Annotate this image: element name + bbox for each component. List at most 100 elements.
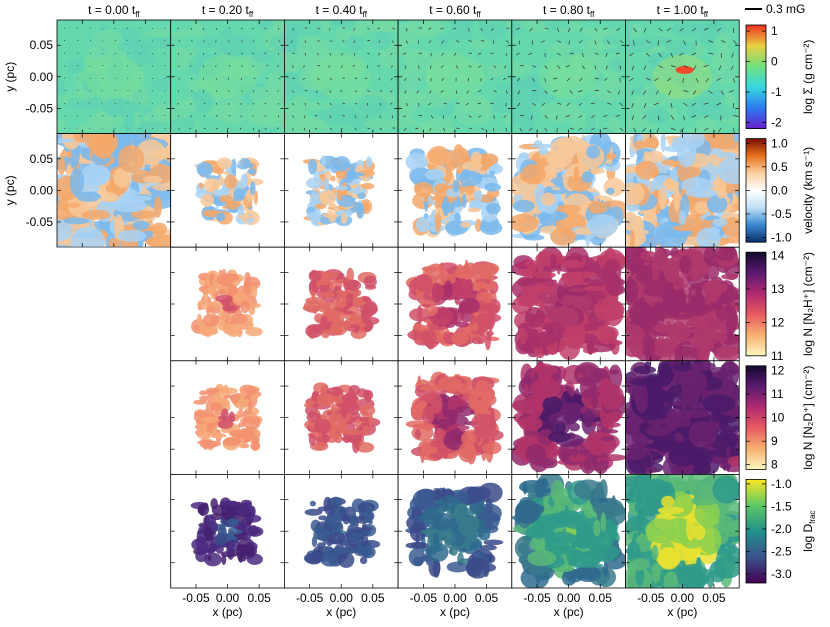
colorbar-tick-label: 1.0 <box>771 136 788 150</box>
column-title-sub: ff <box>704 10 709 19</box>
structure <box>637 507 642 536</box>
structure <box>415 429 421 439</box>
x-tick-label: -0.05 <box>296 591 324 605</box>
structure <box>198 503 209 515</box>
structure <box>89 161 95 181</box>
structure <box>118 230 146 242</box>
structure <box>320 291 335 298</box>
field-vector <box>152 103 153 104</box>
structure <box>547 306 576 323</box>
colorbar <box>746 479 766 583</box>
panel-image <box>171 474 285 588</box>
x-tick-label: 0.00 <box>216 591 240 605</box>
panel <box>507 132 630 248</box>
panel <box>494 9 635 142</box>
panel <box>171 474 285 588</box>
structure <box>337 189 342 200</box>
structure <box>574 271 598 278</box>
structure <box>642 305 653 312</box>
structure <box>583 410 594 428</box>
structure <box>630 377 663 386</box>
structure <box>224 175 237 189</box>
x-tick-label: 0.00 <box>557 591 581 605</box>
core <box>198 55 258 99</box>
structure <box>346 280 361 291</box>
structure <box>427 543 448 562</box>
structure <box>601 436 614 441</box>
x-tick-label: -0.05 <box>182 591 210 605</box>
structure <box>578 258 583 263</box>
structure <box>341 213 348 224</box>
panel <box>511 472 627 589</box>
x-tick-label: 0.05 <box>589 591 613 605</box>
panel <box>48 20 183 144</box>
column-title-text: t = 0.20 t <box>202 3 250 17</box>
structure <box>636 268 666 285</box>
structure <box>513 200 535 212</box>
structure <box>680 255 692 274</box>
structure <box>484 183 500 192</box>
structure <box>456 383 473 394</box>
structure <box>151 222 167 235</box>
core <box>539 55 599 99</box>
structure <box>488 439 493 455</box>
structure <box>426 267 434 274</box>
structure <box>425 169 445 180</box>
structure <box>206 308 210 314</box>
x-tick-label: -0.05 <box>523 591 551 605</box>
structure <box>468 208 481 213</box>
structure <box>316 393 335 406</box>
column-title-text: t = 1.00 t <box>657 3 705 17</box>
core <box>311 55 371 99</box>
structure <box>243 410 250 421</box>
structure <box>313 382 328 393</box>
x-tick-label: 0.00 <box>443 591 467 605</box>
structure <box>346 294 354 308</box>
structure <box>524 384 529 395</box>
structure <box>409 548 426 566</box>
structure <box>411 405 423 420</box>
texture <box>470 38 491 49</box>
structure <box>682 301 711 316</box>
structure <box>306 178 323 189</box>
colorbar-tick-label: 14 <box>771 249 785 263</box>
structure <box>461 169 471 179</box>
structure <box>309 271 322 282</box>
structure <box>320 272 338 279</box>
structure <box>247 168 256 174</box>
structure <box>593 520 600 537</box>
structure <box>606 188 615 195</box>
column-title: t = 0.80 tff <box>543 3 595 19</box>
structure <box>421 442 432 460</box>
panel <box>617 353 750 480</box>
texture <box>479 15 507 40</box>
column-title-sub: ff <box>249 10 254 19</box>
structure <box>558 136 584 154</box>
structure <box>197 530 203 535</box>
structure <box>603 178 624 197</box>
structure <box>329 214 337 222</box>
structure <box>362 425 369 435</box>
structure <box>238 545 255 559</box>
structure <box>443 531 455 546</box>
structure <box>444 280 453 298</box>
structure <box>550 254 557 269</box>
x-tick-label: 0.05 <box>702 591 726 605</box>
x-tick-label: -0.05 <box>637 591 665 605</box>
structure <box>664 258 680 283</box>
structure <box>216 213 225 222</box>
structure <box>227 518 239 525</box>
colorbar-tick-label: -0.5 <box>771 207 792 221</box>
column-title-sub: ff <box>476 10 481 19</box>
structure <box>309 433 316 445</box>
structure <box>320 192 330 203</box>
structure <box>644 361 651 369</box>
structure <box>661 496 674 508</box>
structure <box>450 507 454 514</box>
structure <box>666 324 691 340</box>
structure <box>587 337 594 355</box>
field-vector <box>102 91 103 92</box>
structure <box>352 437 359 445</box>
structure <box>508 214 538 232</box>
